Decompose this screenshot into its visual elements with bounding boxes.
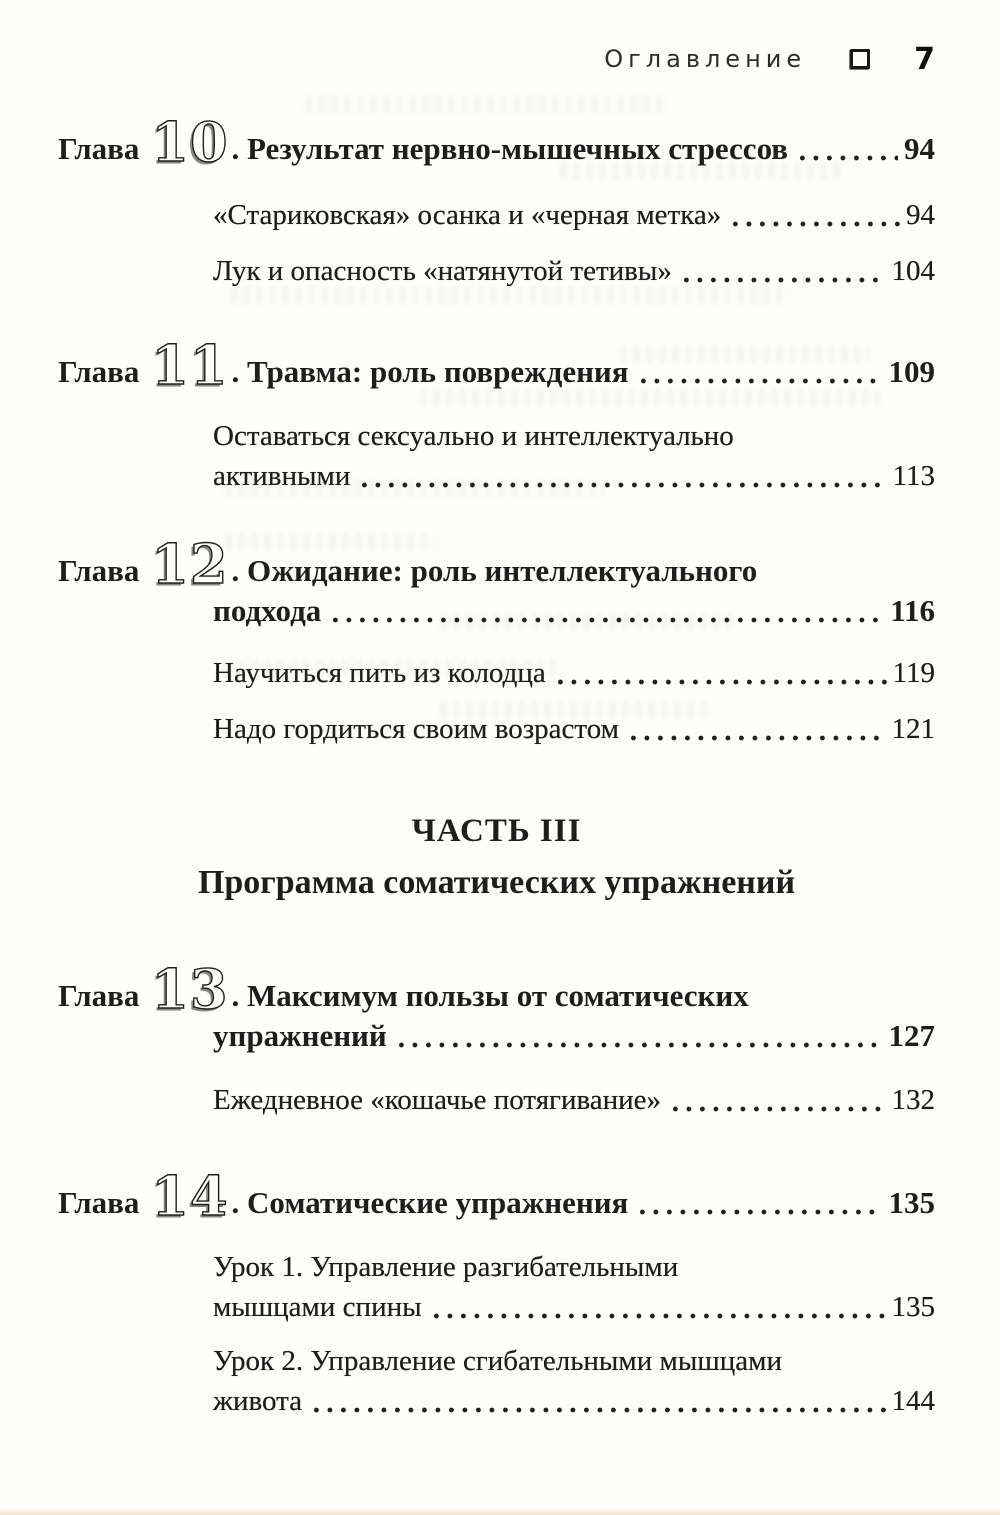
toc-page: Оглавление 7 Глава 10 . Результат нервно… xyxy=(58,41,936,1421)
dot-leader xyxy=(683,277,886,283)
dot-leader xyxy=(362,482,887,488)
entry-page-number: 135 xyxy=(888,1185,936,1220)
toc-entry-chapter-14: Глава 14 . Соматические упражнения 135 xyxy=(58,1164,936,1228)
chapter-title: . Соматические упражнения xyxy=(231,1185,629,1220)
entry-page-number: 109 xyxy=(888,354,936,389)
chapter-number-ornament: 14 xyxy=(151,1164,229,1228)
chapter-number-ornament: 11 xyxy=(151,333,229,397)
chapter-title-line2: упражнений xyxy=(213,1018,387,1053)
entry-page-number: 121 xyxy=(891,713,936,745)
chapter-word: Глава xyxy=(58,978,140,1013)
subsection-title: Научиться пить из колодца xyxy=(213,657,546,689)
toc-entry-subsection: Урок 2. Управление сгибательными мышцами… xyxy=(213,1341,935,1421)
toc-entry-chapter-11: Глава 11 . Травма: роль повреждения 109 xyxy=(58,333,936,397)
subsection-title: Надо гордиться своим возрастом xyxy=(213,713,620,745)
entry-page-number: 119 xyxy=(892,657,935,689)
chapter-word: Глава xyxy=(58,354,140,389)
subsection-title-line1: Оставаться сексуально и интеллектуально xyxy=(213,420,734,452)
running-header: Оглавление 7 xyxy=(58,41,935,77)
subsection-title-line1: Урок 1. Управление разгибательными xyxy=(213,1251,679,1283)
toc-entry-subsection: Надо гордиться своим возрастом 121 xyxy=(213,709,935,749)
subsection-title-line2: живота xyxy=(213,1385,303,1417)
chapter-number-ornament: 10 xyxy=(151,110,229,174)
entry-page-number: 104 xyxy=(891,255,936,287)
dot-leader xyxy=(398,1042,883,1048)
toc-entry-subsection: Оставаться сексуально и интеллектуально … xyxy=(213,416,935,496)
toc-entry-chapter-13: Глава 13 . Максимум пользы от соматическ… xyxy=(58,957,936,1056)
dot-leader xyxy=(800,155,898,161)
toc-entry-subsection: Лук и опасность «натянутой тетивы» 104 xyxy=(213,251,935,291)
chapter-title-line1: . Максимум пользы от соматических xyxy=(231,978,749,1013)
toc-entry-chapter-10: Глава 10 . Результат нервно-мышечных стр… xyxy=(58,110,935,174)
header-section-title: Оглавление xyxy=(604,45,807,73)
entry-page-number: 127 xyxy=(888,1018,936,1053)
part-label: ЧАСТЬ III xyxy=(411,813,582,849)
subsection-title-line2: активными xyxy=(213,460,351,492)
subsection-title: Ежедневное «кошачье потягивание» xyxy=(213,1084,662,1116)
dot-leader xyxy=(557,679,887,685)
dot-leader xyxy=(631,735,886,741)
chapter-word: Глава xyxy=(58,553,140,588)
folio-page-number: 7 xyxy=(914,41,935,77)
chapter-title-line1: . Ожидание: роль интеллектуального xyxy=(231,553,758,588)
entry-page-number: 135 xyxy=(891,1291,936,1323)
part-heading: ЧАСТЬ III Программа соматических упражне… xyxy=(58,811,935,903)
toc-entry-subsection: «Стариковская» осанка и «черная метка» 9… xyxy=(213,195,935,235)
subsection-title: Лук и опасность «натянутой тетивы» xyxy=(213,255,672,287)
scan-page-edge xyxy=(0,1508,1000,1515)
dot-leader xyxy=(314,1407,886,1413)
chapter-title-line2: подхода xyxy=(213,593,322,628)
subsection-title-line1: Урок 2. Управление сгибательными мышцами xyxy=(213,1345,782,1377)
entry-page-number: 94 xyxy=(906,199,935,231)
toc-entry-chapter-12: Глава 12 . Ожидание: роль интеллектуальн… xyxy=(58,532,935,631)
dot-leader xyxy=(640,378,883,384)
entry-page-number: 94 xyxy=(904,131,935,166)
dot-leader xyxy=(733,221,900,227)
entry-page-number: 144 xyxy=(891,1385,936,1417)
chapter-title: . Травма: роль повреждения xyxy=(231,354,629,389)
dot-leader xyxy=(333,617,885,623)
toc-entry-subsection: Научиться пить из колодца 119 xyxy=(213,653,935,693)
part-subtitle: Программа соматических упражнений xyxy=(197,864,796,901)
subsection-title: «Стариковская» осанка и «черная метка» xyxy=(213,199,722,231)
toc-entry-subsection: Ежедневное «кошачье потягивание» 132 xyxy=(213,1080,935,1120)
dot-leader xyxy=(640,1209,883,1215)
chapter-title: . Результат нервно-мышечных стрессов xyxy=(231,131,789,166)
chapter-number-ornament: 12 xyxy=(151,532,229,596)
subsection-title-line2: мышцами спины xyxy=(213,1291,422,1323)
square-marker-icon xyxy=(850,49,871,69)
chapter-word: Глава xyxy=(58,1185,140,1220)
dot-leader xyxy=(433,1313,886,1319)
table-of-contents: Глава 10 . Результат нервно-мышечных стр… xyxy=(58,110,936,1421)
dot-leader xyxy=(673,1106,886,1112)
toc-entry-subsection: Урок 1. Управление разгибательными мышца… xyxy=(213,1247,935,1327)
chapter-number-ornament: 13 xyxy=(151,957,229,1021)
entry-page-number: 116 xyxy=(890,593,935,628)
chapter-word: Глава xyxy=(58,131,140,166)
entry-page-number: 113 xyxy=(892,460,935,492)
entry-page-number: 132 xyxy=(891,1084,936,1116)
